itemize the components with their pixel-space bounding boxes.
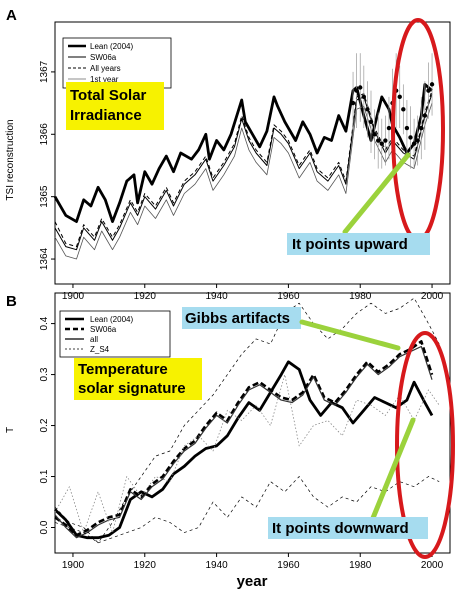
panel-b-series-sw06a [54, 340, 434, 537]
panel-b-plot-frame [54, 292, 451, 554]
panel-b-legend: Lean (2004) SW06a all Z_S4 [59, 310, 171, 358]
panel-a-obs-point [415, 138, 420, 143]
panel-a-series-all-years [54, 90, 433, 248]
panel-a-obs-point [401, 107, 406, 112]
panel-b-series-z-s4 [54, 374, 440, 533]
panel-b-green-pointer [370, 417, 416, 521]
panel-b-gibbs-label: Gibbs artifacts [185, 310, 290, 327]
panel-a-obs-point [350, 100, 356, 106]
panel-a-obs-point [383, 138, 388, 143]
panel-a-series-sw06a [54, 93, 433, 251]
panel-b-legend-item-3: Z_S4 [90, 345, 110, 354]
panel-a-title-box [66, 82, 164, 130]
panel-a-legend-item-3: 1st year [90, 75, 119, 84]
panel-a-y-tick-label: 1366 [39, 123, 50, 146]
panel-b-legend-item-2: all [90, 335, 98, 344]
panel-b-gibbs-box [182, 307, 301, 329]
panel-a-obs-point [422, 113, 428, 118]
panel-a-y-tick-label: 1367 [39, 60, 50, 83]
panel-a-legend: Lean (2004) SW06a All years 1st year [62, 37, 172, 89]
panel-b-y-tick-label: 0.2 [39, 418, 50, 432]
panel-b-title-box [74, 358, 202, 400]
panel-a-obs-point [419, 125, 424, 131]
panel-a-y-axis-label: TSI reconstruction [5, 119, 16, 200]
panel-a-legend-item-2: All years [90, 64, 121, 73]
panel-b-x-tick-label: 1940 [205, 560, 228, 571]
panel-b-legend-item-1: SW06a [90, 325, 117, 334]
panel-a-title-line-1: Total Solar [70, 87, 147, 104]
panel-b-series-all [54, 345, 433, 539]
panel-b-x-tick-label: 2000 [421, 560, 444, 571]
panel-b-y-tick-label: 0.0 [39, 520, 50, 534]
panel-a-obs-point [386, 125, 392, 131]
panel-a-obs-point [404, 125, 410, 131]
panel-a-obs-point [372, 132, 377, 137]
panel-a-letter: A [6, 7, 17, 24]
panel-b-gibbs-pointer [299, 319, 401, 351]
panel-b-x-tick-label: 1900 [62, 560, 85, 571]
panel-a-obs-point [429, 82, 435, 87]
panel-b-x-tick-label: 1960 [277, 560, 300, 571]
panel-a-obs-point [408, 135, 413, 140]
panel-b-x-tick-label: 1980 [349, 560, 372, 571]
panel-a-obs-point [375, 138, 381, 143]
panel-b-legend-item-0: Lean (2004) [90, 315, 133, 324]
panel-b-series [54, 297, 440, 544]
panel-a-series [53, 53, 435, 260]
panel-b-red-ellipse [395, 331, 455, 559]
panel-a-y-tick-label: 1364 [39, 247, 50, 270]
panel-b-y-tick-label: 0.3 [39, 367, 50, 381]
panel-a-x-tick-label: 2000 [421, 291, 444, 302]
panel-a-y-tick-label: 1365 [39, 185, 50, 208]
panel-b-note: It points downward [272, 520, 409, 537]
panel-a-legend-item-1: SW06a [90, 53, 117, 62]
panel-a-x-tick-label: 1900 [62, 291, 85, 302]
panel-b-x-axis-label: year [237, 573, 268, 590]
panel-a-obs-point [365, 107, 370, 112]
panel-a-x-tick-label: 1920 [134, 291, 157, 302]
panel-a-x-tick-label: 1980 [349, 291, 372, 302]
panel-a-series-1st-year [54, 102, 433, 260]
panel-a-title-line-2: Irradiance [70, 107, 142, 124]
panel-a-obs-point [368, 119, 374, 125]
panel-b-title-line-1: Temperature [78, 361, 168, 378]
panel-b-note-box [268, 517, 428, 539]
panel-a-obs-point [354, 88, 359, 93]
panel-a-note-box [287, 233, 430, 255]
panel-a-x-tick-label: 1960 [277, 291, 300, 302]
panel-b-y-tick-label: 0.4 [39, 316, 50, 330]
panel-a-green-pointer [342, 152, 411, 235]
panel-a-obs-point [411, 141, 417, 146]
panel-b-title-line-2: solar signature [78, 380, 186, 397]
panel-a-obs-point [358, 85, 363, 90]
panel-a-x-tick-label: 1940 [205, 291, 228, 302]
panel-a-obs-point [379, 141, 384, 146]
panel-a-obs-point [426, 88, 431, 93]
panel-b-x-tick-label: 1920 [134, 560, 157, 571]
panel-a-obs-point [397, 94, 402, 100]
panel-a-note: It points upward [292, 236, 408, 253]
panel-b-series-band-4 [54, 297, 440, 544]
panel-a-legend-item-0: Lean (2004) [90, 42, 133, 51]
panel-b-ticks: 1900 1920 1940 1960 1980 2000 0.0 0.1 0.2 0.3 0.4 [39, 316, 444, 571]
panel-a-plot-frame [54, 21, 451, 285]
panel-b-letter: B [6, 293, 17, 310]
panel-a-obs-point [361, 94, 367, 100]
panel-a-ticks: 1900 1920 1940 1960 1980 2000 1364 1365 1366 1367 [39, 60, 444, 302]
panel-b-y-axis-label: T [5, 427, 16, 433]
panel-b-y-tick-label: 0.1 [39, 469, 50, 483]
panel-b-series-lean-2004- [54, 360, 434, 540]
